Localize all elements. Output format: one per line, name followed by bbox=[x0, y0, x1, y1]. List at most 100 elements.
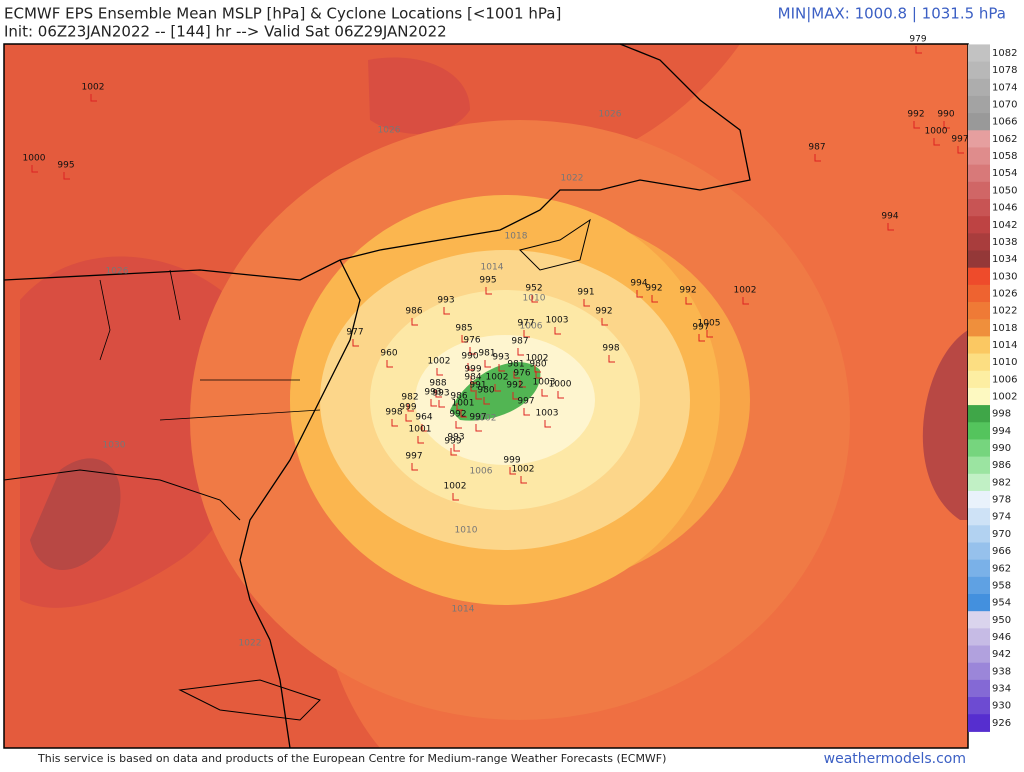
cyclone-marker bbox=[531, 295, 538, 303]
colorbar-label: 934 bbox=[992, 683, 1011, 694]
cyclone-marker bbox=[651, 295, 658, 303]
colorbar-label: 1078 bbox=[992, 65, 1017, 76]
cyclone-marker bbox=[461, 335, 468, 343]
cyclone-marker bbox=[685, 297, 692, 305]
colorbar-swatch bbox=[968, 645, 990, 664]
colorbar-label: 990 bbox=[992, 443, 1011, 454]
contour-label: 1006 bbox=[470, 467, 493, 477]
colorbar-swatch bbox=[968, 456, 990, 475]
contour-label: 1006 bbox=[520, 322, 543, 332]
colorbar-swatch bbox=[968, 78, 990, 97]
colorbar-label: 1022 bbox=[992, 306, 1017, 317]
cyclone-marker bbox=[475, 424, 482, 432]
cyclone-marker bbox=[450, 448, 457, 456]
cyclone-marker bbox=[523, 408, 530, 416]
colorbar-swatch bbox=[968, 250, 990, 269]
cyclone-value: 985 bbox=[455, 324, 472, 334]
cyclone-marker bbox=[544, 420, 551, 428]
colorbar-label: 1010 bbox=[992, 357, 1017, 368]
colorbar-label: 970 bbox=[992, 529, 1011, 540]
cyclone-marker bbox=[443, 307, 450, 315]
colorbar-label: 950 bbox=[992, 615, 1011, 626]
colorbar-label: 1026 bbox=[992, 288, 1017, 299]
cyclone-marker bbox=[407, 404, 414, 412]
cyclone-value: 993 bbox=[447, 433, 464, 443]
contour-label: 1022 bbox=[239, 639, 262, 649]
colorbar-label: 926 bbox=[992, 718, 1011, 729]
cyclone-value: 1003 bbox=[546, 316, 569, 326]
colorbar-swatch bbox=[968, 628, 990, 647]
colorbar-swatch bbox=[968, 216, 990, 234]
cyclone-marker bbox=[467, 363, 474, 371]
contour-label: 1026 bbox=[106, 267, 129, 277]
colorbar-swatch bbox=[968, 422, 990, 440]
cyclone-marker bbox=[534, 365, 541, 373]
cyclone-marker bbox=[519, 380, 526, 388]
cyclone-value: 994 bbox=[630, 279, 647, 289]
cyclone-marker bbox=[498, 364, 505, 372]
cyclone-value: 993 bbox=[492, 353, 509, 363]
cyclone-marker bbox=[814, 154, 821, 162]
cyclone-marker bbox=[933, 138, 940, 146]
colorbar-swatch bbox=[968, 387, 990, 406]
cyclone-marker bbox=[583, 299, 590, 307]
colorbar-label: 930 bbox=[992, 701, 1011, 712]
cyclone-marker bbox=[421, 424, 428, 432]
cyclone-marker bbox=[475, 392, 482, 400]
cyclone-value: 1000 bbox=[549, 380, 572, 390]
cyclone-value: 988 bbox=[429, 379, 446, 389]
colorbar-swatch bbox=[968, 113, 990, 131]
cyclone-marker bbox=[469, 347, 476, 355]
colorbar-label: 1002 bbox=[992, 392, 1017, 403]
colorbar-label: 1034 bbox=[992, 254, 1017, 265]
colorbar-label: 1062 bbox=[992, 134, 1017, 145]
cyclone-value: 993 bbox=[424, 388, 441, 398]
cyclone-marker bbox=[915, 46, 922, 54]
colorbar-swatch bbox=[968, 164, 990, 183]
map bbox=[3, 43, 969, 749]
contour-label: 1022 bbox=[561, 174, 584, 184]
contour-label: 1014 bbox=[481, 263, 504, 273]
cyclone-marker bbox=[391, 419, 398, 427]
cyclone-value: 991 bbox=[469, 381, 486, 391]
cyclone-value: 1002 bbox=[734, 286, 757, 296]
colorbar-swatch bbox=[968, 679, 990, 698]
colorbar-swatch bbox=[968, 336, 990, 355]
colorbar-label: 954 bbox=[992, 598, 1011, 609]
cyclone-marker bbox=[484, 360, 491, 368]
colorbar-swatch bbox=[968, 147, 990, 166]
colorbar-swatch bbox=[968, 302, 990, 320]
colorbar-swatch bbox=[968, 267, 990, 286]
cyclone-value: 999 bbox=[444, 437, 461, 447]
colorbar-swatch bbox=[968, 662, 990, 681]
colorbar-swatch bbox=[968, 44, 990, 63]
colorbar-label: 1082 bbox=[992, 48, 1017, 59]
cyclone-value: 997 bbox=[951, 135, 968, 145]
min-max: MIN|MAX: 1000.8 | 1031.5 hPa bbox=[778, 5, 1006, 23]
colorbar-label: 1050 bbox=[992, 185, 1017, 196]
colorbar-swatch bbox=[968, 284, 990, 303]
cyclone-marker bbox=[470, 376, 477, 384]
colorbar-label: 986 bbox=[992, 460, 1011, 471]
colorbar-swatch bbox=[968, 353, 990, 372]
cyclone-marker bbox=[435, 390, 442, 398]
cyclone-marker bbox=[470, 384, 477, 392]
contour-label: 1014 bbox=[452, 605, 475, 615]
colorbar-swatch bbox=[968, 405, 990, 423]
cyclone-value: 1000 bbox=[23, 154, 46, 164]
colorbar-swatch bbox=[968, 611, 990, 629]
cyclone-marker bbox=[352, 339, 359, 347]
cyclone-marker bbox=[436, 368, 443, 376]
contour-label: 1018 bbox=[505, 232, 528, 242]
colorbar-swatch bbox=[968, 697, 990, 715]
colorbar-swatch bbox=[968, 233, 990, 252]
colorbar-label: 938 bbox=[992, 666, 1011, 677]
colorbar-label: 1074 bbox=[992, 82, 1017, 93]
cyclone-value: 997 bbox=[469, 413, 486, 423]
cyclone-value: 960 bbox=[380, 349, 397, 359]
cyclone-value: 990 bbox=[461, 352, 478, 362]
cyclone-marker bbox=[742, 297, 749, 305]
cyclone-value: 1002 bbox=[428, 357, 451, 367]
cyclone-value: 992 bbox=[907, 110, 924, 120]
colorbar-swatch bbox=[968, 576, 990, 595]
